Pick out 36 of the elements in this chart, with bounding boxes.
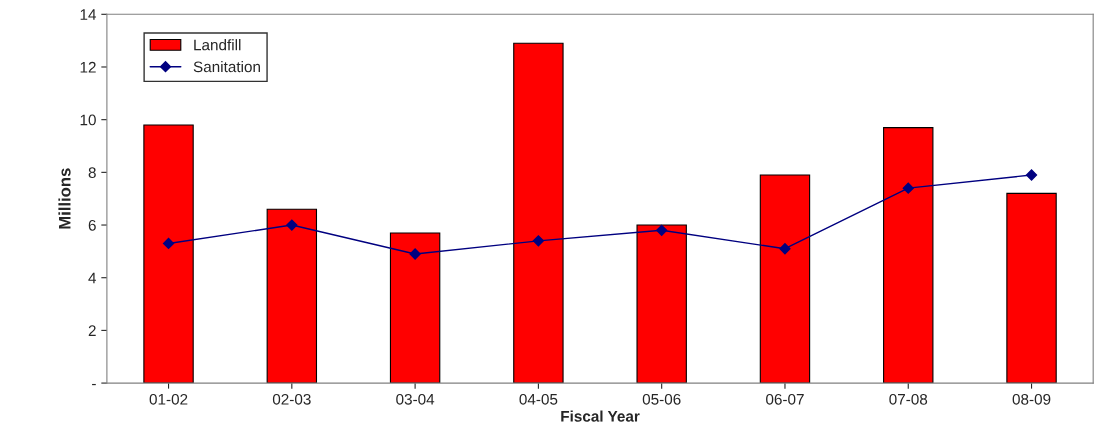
y-tick-label: 14: [80, 9, 97, 20]
point: [902, 182, 914, 194]
point: [286, 219, 298, 231]
x-axis-title: Fiscal Year: [561, 410, 640, 422]
bar: [513, 42, 564, 384]
bar: [759, 174, 811, 384]
point: [162, 237, 175, 250]
x-tick-label: 03-04: [396, 393, 435, 405]
x-tick-label: 04-05: [519, 393, 558, 405]
legend-label: Landfill: [194, 39, 241, 51]
bar: [636, 224, 687, 384]
point: [656, 224, 668, 236]
point: [1025, 169, 1038, 181]
y-tick-label: 6: [88, 219, 96, 231]
y-tick-label: -: [92, 383, 96, 386]
y-tick-label: 12: [80, 61, 96, 73]
bar: [143, 124, 194, 384]
x-tick-label: 05-06: [642, 393, 681, 405]
y-axis-title: Millions: [58, 168, 71, 229]
y-tick-label: 4: [88, 272, 97, 284]
y-tick-label: 2: [88, 325, 96, 336]
x-tick-label: 06-07: [766, 393, 804, 405]
y-tick-label: 8: [88, 167, 96, 179]
point: [532, 235, 545, 247]
legend-label: Sanitation: [193, 61, 260, 73]
bar: [883, 127, 934, 384]
x-tick-label: 07-08: [889, 393, 928, 405]
y-tick-label: 10: [80, 114, 96, 126]
x-tick-label: 02-03: [272, 393, 311, 405]
point: [779, 243, 791, 255]
x-tick-label: 08-09: [1012, 393, 1051, 405]
bar: [266, 208, 318, 384]
point: [409, 248, 421, 260]
bar: [389, 232, 441, 384]
x-tick-label: 01-02: [149, 393, 188, 405]
bar: [1006, 192, 1057, 384]
